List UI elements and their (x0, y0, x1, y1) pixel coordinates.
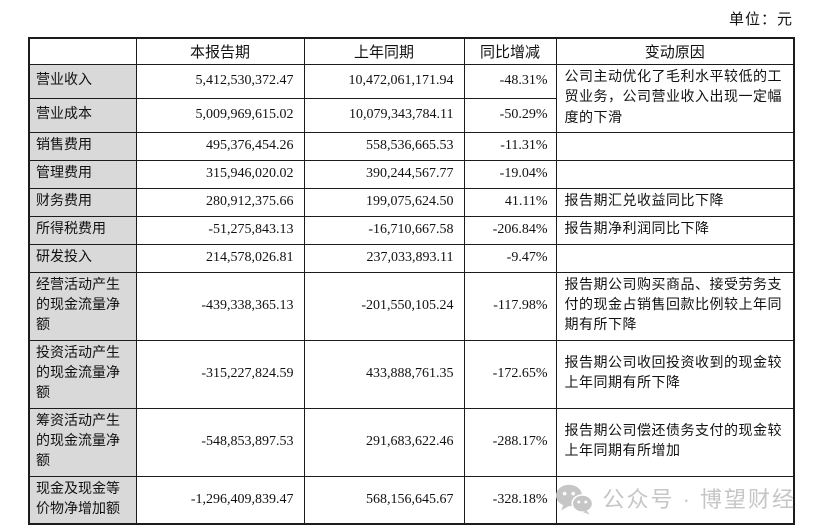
row-label: 销售费用 (28, 131, 137, 161)
row-label: 经营活动产生的现金流量净额 (28, 271, 137, 341)
yoy-change: -11.31% (463, 131, 557, 161)
report-page: 单位：元 本报告期 上年同期 同比增减 变动原因 营业收入 5,412,530,… (28, 12, 795, 525)
prior-period-value: 568,156,645.67 (303, 475, 465, 525)
row-label: 财务费用 (28, 187, 137, 217)
change-reason: 报告期汇兑收益同比下降 (555, 187, 795, 217)
current-period-value: -1,296,409,839.47 (135, 475, 305, 525)
change-reason: 报告期公司收回投资收到的现金较上年同期有所下降 (555, 339, 795, 409)
prior-period-value: 237,033,893.11 (303, 243, 465, 273)
financial-table: 本报告期 上年同期 同比增减 变动原因 营业收入 5,412,530,372.4… (28, 37, 795, 525)
yoy-change: -328.18% (463, 475, 557, 525)
change-reason: 公司主动优化了毛利水平较低的工贸业务，公司营业收入出现一定幅度的下滑 (555, 64, 795, 133)
table-row-operating-cash-flow: 经营活动产生的现金流量净额 -439,338,365.13 -201,550,1… (28, 271, 795, 341)
current-period-value: -51,275,843.13 (135, 215, 305, 245)
col-header-change-reason: 变动原因 (555, 37, 795, 65)
table-row-income-tax: 所得税费用 -51,275,843.13 -16,710,667.58 -206… (28, 215, 795, 245)
prior-period-value: 291,683,622.46 (303, 407, 465, 477)
table-row-selling-expense: 销售费用 495,376,454.26 558,536,665.53 -11.3… (28, 131, 795, 161)
change-reason: 报告期公司偿还债务支付的现金较上年同期有所增加 (555, 407, 795, 477)
col-header-yoy-change: 同比增减 (463, 37, 557, 65)
row-label: 营业收入 (28, 64, 137, 99)
current-period-value: 280,912,375.66 (135, 187, 305, 217)
table-row-rd-investment: 研发投入 214,578,026.81 237,033,893.11 -9.47… (28, 243, 795, 273)
prior-period-value: 558,536,665.53 (303, 131, 465, 161)
yoy-change: -19.04% (463, 159, 557, 189)
prior-period-value: 390,244,567.77 (303, 159, 465, 189)
row-label: 筹资活动产生的现金流量净额 (28, 407, 137, 477)
yoy-change: -206.84% (463, 215, 557, 245)
change-reason: 报告期净利润同比下降 (555, 215, 795, 245)
watermark-cell: 公众号 · 博望财经 (555, 475, 795, 525)
yoy-change: 41.11% (463, 187, 557, 217)
prior-period-value: 433,888,761.35 (303, 339, 465, 409)
current-period-value: 214,578,026.81 (135, 243, 305, 273)
yoy-change: -288.17% (463, 407, 557, 477)
change-reason (555, 131, 795, 161)
table-row-admin-expense: 管理费用 315,946,020.02 390,244,567.77 -19.0… (28, 159, 795, 189)
row-label: 营业成本 (28, 97, 137, 133)
yoy-change: -117.98% (463, 271, 557, 341)
unit-label: 单位：元 (728, 12, 793, 28)
change-reason (555, 159, 795, 189)
prior-period-value: 10,079,343,784.11 (303, 97, 465, 133)
table-row-net-cash-increase: 现金及现金等价物净增加额 -1,296,409,839.47 568,156,6… (28, 475, 795, 525)
row-label: 研发投入 (28, 243, 137, 273)
yoy-change: -9.47% (463, 243, 557, 273)
prior-period-value: 10,472,061,171.94 (303, 64, 465, 99)
yoy-change: -50.29% (463, 97, 557, 133)
prior-period-value: -16,710,667.58 (303, 215, 465, 245)
col-header-prior-period: 上年同期 (303, 37, 465, 65)
watermark-text: 公众号 · 博望财经 (602, 486, 797, 512)
row-label: 投资活动产生的现金流量净额 (28, 339, 137, 409)
table-row-finance-expense: 财务费用 280,912,375.66 199,075,624.50 41.11… (28, 187, 795, 217)
current-period-value: 495,376,454.26 (135, 131, 305, 161)
current-period-value: 5,412,530,372.47 (135, 64, 305, 99)
row-label: 所得税费用 (28, 215, 137, 245)
yoy-change: -48.31% (463, 64, 557, 99)
corner-cell (28, 37, 137, 65)
prior-period-value: 199,075,624.50 (303, 187, 465, 217)
table-row-cost: 营业成本 5,009,969,615.02 10,079,343,784.11 … (28, 97, 794, 133)
prior-period-value: -201,550,105.24 (303, 271, 465, 341)
wechat-icon (555, 484, 594, 515)
table-row-revenue: 营业收入 5,412,530,372.47 10,472,061,171.94 … (28, 64, 795, 133)
watermark: 公众号 · 博望财经 (556, 484, 794, 516)
yoy-change: -172.65% (463, 339, 557, 409)
table-row-financing-cash-flow: 筹资活动产生的现金流量净额 -548,853,897.53 291,683,62… (28, 407, 795, 477)
row-label: 管理费用 (28, 159, 137, 189)
row-label: 现金及现金等价物净增加额 (28, 475, 137, 525)
change-reason: 报告期公司购买商品、接受劳务支付的现金占销售回款比例较上年同期有所下降 (555, 271, 795, 341)
current-period-value: -439,338,365.13 (135, 271, 305, 341)
current-period-value: -548,853,897.53 (135, 407, 305, 477)
change-reason (555, 243, 795, 273)
current-period-value: 5,009,969,615.02 (135, 97, 305, 133)
table-header-row: 本报告期 上年同期 同比增减 变动原因 (28, 37, 795, 65)
table-row-investing-cash-flow: 投资活动产生的现金流量净额 -315,227,824.59 433,888,76… (28, 339, 795, 409)
current-period-value: -315,227,824.59 (135, 339, 305, 409)
current-period-value: 315,946,020.02 (135, 159, 305, 189)
col-header-current-period: 本报告期 (135, 37, 305, 65)
